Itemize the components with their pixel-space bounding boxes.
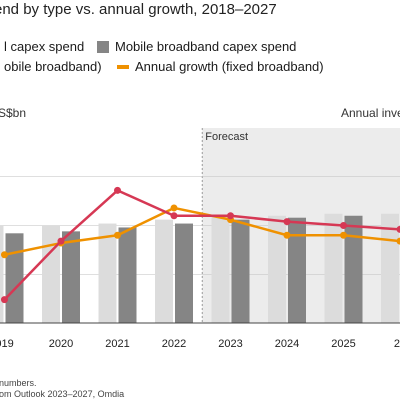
- point-growth-mobile-2025: [340, 222, 347, 229]
- legend-growth-fixed-label: Annual growth (fixed broadband): [135, 59, 324, 74]
- right-axis-label: Annual inves: [341, 106, 400, 120]
- chart-title: end by type vs. annual growth, 2018–2027: [0, 1, 277, 18]
- bar-fixed-capex-2019: [0, 225, 4, 323]
- x-tick-label: 2025: [331, 338, 355, 350]
- x-tick-label: 2024: [275, 338, 299, 350]
- legend-mobile-capex: Mobile broadband capex spend: [97, 39, 296, 54]
- x-tick-label: 20: [394, 338, 400, 350]
- bar-fixed-capex-2021: [98, 223, 117, 323]
- bar-mobile-capex-2022: [175, 223, 193, 323]
- point-growth-fixed-2019: [1, 251, 8, 259]
- legend-growth-fixed: Annual growth (fixed broadband): [117, 59, 324, 74]
- bar-mobile-capex-2023: [231, 219, 250, 323]
- legend-mobile-capex-swatch: [97, 40, 109, 53]
- legend-growth-mobile: obile broadband): [0, 59, 102, 74]
- x-tick-label: 019: [0, 338, 14, 350]
- chart-plot: Forecast 019 2020 2021 2022 2023 2024 2025 20: [0, 128, 400, 350]
- x-tick-label: 2020: [49, 338, 73, 350]
- line-growth-fixed: [4, 206, 400, 256]
- bar-fixed-capex-2020: [42, 225, 60, 323]
- point-growth-mobile-2019: [1, 296, 8, 304]
- point-growth-mobile-2026: [396, 225, 400, 233]
- footnote-numbers: numbers.: [0, 378, 37, 388]
- point-growth-fixed-2022: [170, 204, 178, 212]
- legend-fixed-capex-label: l capex spend: [4, 39, 85, 54]
- bar-mobile-capex-2019: [5, 233, 24, 323]
- point-growth-fixed-2026: [396, 237, 400, 245]
- bar-fixed-capex-2022: [155, 219, 173, 323]
- point-growth-mobile-2024: [283, 218, 291, 226]
- legend-growth-mobile-label: obile broadband): [4, 59, 102, 74]
- bar-fixed-capex-2024: [268, 215, 286, 323]
- left-axis-label: S$bn: [0, 106, 27, 120]
- legend-growth-fixed-swatch: [117, 64, 129, 69]
- point-growth-fixed-2021: [114, 231, 121, 239]
- point-growth-mobile-2021: [114, 186, 121, 194]
- x-tick-label: 2022: [162, 338, 186, 350]
- point-growth-mobile-2022: [170, 212, 178, 220]
- x-tick-label: 2023: [218, 338, 242, 350]
- bar-mobile-capex-2021: [118, 227, 137, 323]
- point-growth-fixed-2024: [283, 231, 291, 239]
- x-tick-label: 2021: [105, 338, 129, 350]
- bar-fixed-capex-2023: [211, 215, 230, 323]
- line-growth-mobile: [3, 189, 400, 301]
- point-growth-mobile-2023: [227, 212, 234, 220]
- bar-mobile-capex-2020: [62, 231, 80, 323]
- point-growth-mobile-2020: [57, 237, 65, 245]
- forecast-label: Forecast: [205, 131, 248, 143]
- bar-mobile-capex-2024: [288, 217, 306, 323]
- point-growth-fixed-2025: [340, 231, 347, 239]
- legend-mobile-capex-label: Mobile broadband capex spend: [115, 39, 297, 54]
- footnote-source: om Outlook 2023–2027, Omdia: [0, 389, 125, 399]
- bar-fixed-capex-2025: [324, 213, 343, 323]
- bar-mobile-capex-2025: [344, 215, 363, 323]
- legend-fixed-capex: l capex spend: [0, 39, 84, 54]
